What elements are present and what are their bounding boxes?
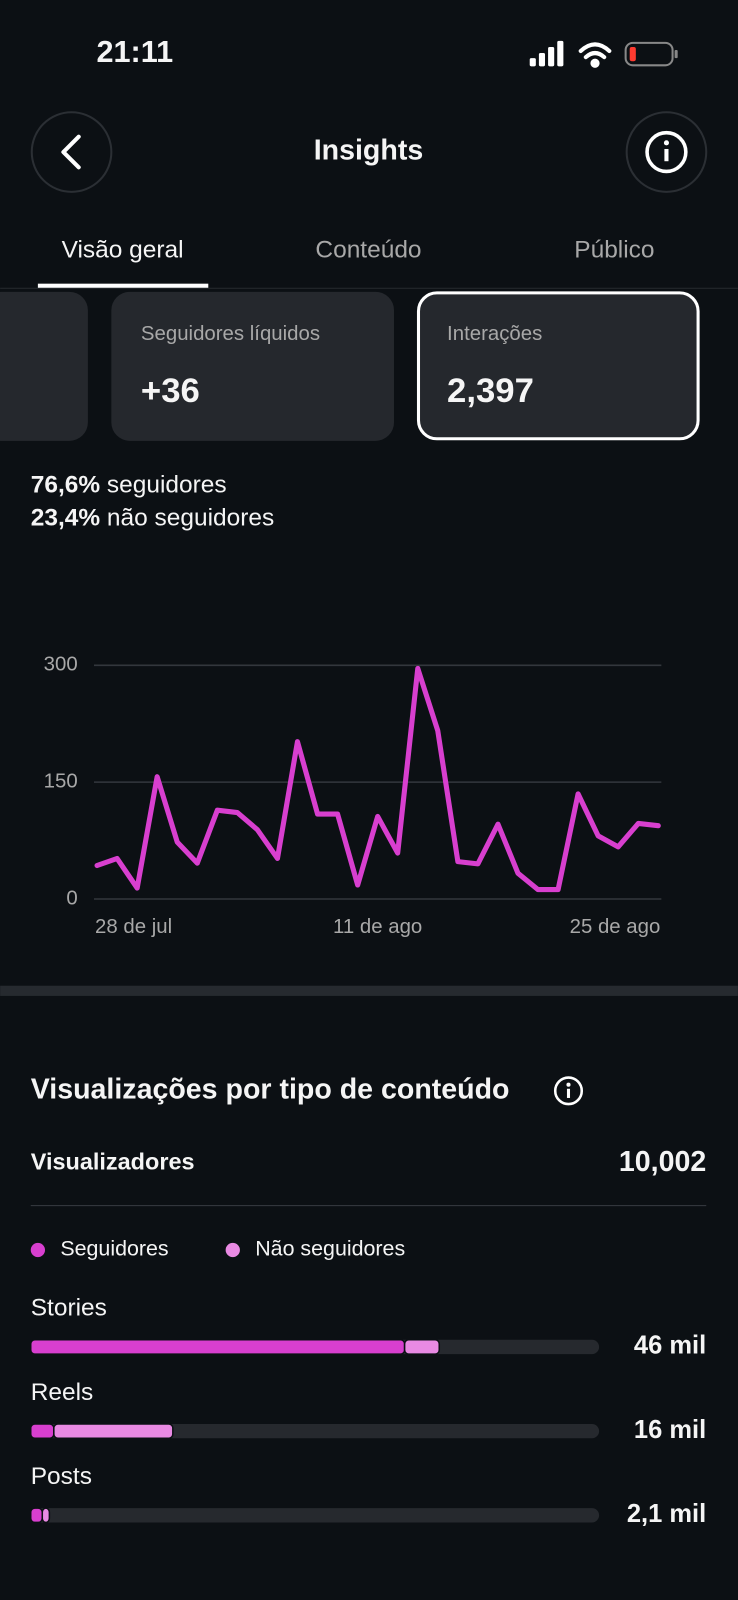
- divider: [30, 1205, 707, 1207]
- x-tick-label: 25 de ago: [570, 916, 661, 938]
- row-total: 2,1 mil: [627, 1500, 706, 1528]
- legend-label: Seguidores: [60, 1237, 168, 1261]
- section-divider: [0, 985, 738, 996]
- card-value: +36: [141, 372, 200, 410]
- stacked-bars: Seguidores Não seguidores Stories 46 mil Ree…: [29, 1237, 706, 1528]
- split-label: seguidores: [107, 472, 227, 499]
- y-tick-label: 150: [44, 771, 78, 793]
- y-tick-label: 0: [66, 887, 77, 909]
- metric-card[interactable]: Interações 2,397: [416, 291, 700, 441]
- legend-label: Não seguidores: [255, 1237, 405, 1261]
- tab-indicator: [37, 283, 209, 288]
- tab[interactable]: Público: [574, 236, 654, 263]
- x-tick-label: 11 de ago: [333, 916, 422, 938]
- card-label: Seguidores líquidos: [141, 323, 320, 345]
- line-chart: 0 150 300 28 de jul 11 de ago 25 de ago: [44, 654, 662, 938]
- row-label: Stories: [31, 1295, 107, 1322]
- row-total: 16 mil: [634, 1416, 706, 1444]
- info-icon[interactable]: [553, 1076, 584, 1106]
- tab-divider: [0, 287, 738, 289]
- wifi-icon: [578, 42, 612, 68]
- row-total: 46 mil: [634, 1332, 706, 1360]
- split-line: 23,4% não seguidores: [31, 505, 275, 532]
- metric-card[interactable]: [0, 291, 88, 441]
- bar-segment: [403, 1339, 441, 1355]
- page-title: Insights: [314, 135, 424, 167]
- total-value: 10,002: [619, 1146, 706, 1178]
- tab[interactable]: Visão geral: [62, 236, 184, 263]
- clock: 21:11: [97, 35, 174, 69]
- split-line: 76,6% seguidores: [31, 472, 227, 499]
- data-line: [94, 665, 661, 893]
- bar-segment: [41, 1507, 51, 1524]
- split-percent: 76,6%: [31, 472, 101, 499]
- signal-icon: [529, 40, 564, 67]
- metric-card[interactable]: Seguidores líquidos +36: [111, 291, 395, 441]
- tab[interactable]: Conteúdo: [315, 236, 421, 263]
- legend-swatch: [225, 1242, 240, 1258]
- bar-segment: [29, 1339, 406, 1355]
- legend-swatch: [30, 1242, 46, 1258]
- back-button[interactable]: [30, 111, 113, 193]
- bar-track: [30, 1508, 600, 1523]
- card-value: 2,397: [447, 372, 534, 410]
- bar-segment: [53, 1423, 174, 1440]
- bar-segment: [29, 1423, 55, 1440]
- section-title: Visualizações por tipo de conteúdo: [31, 1073, 510, 1105]
- split-percent: 23,4%: [31, 505, 101, 532]
- row-label: Reels: [31, 1379, 94, 1406]
- card-label: Interações: [447, 323, 542, 345]
- bar-segment: [29, 1507, 44, 1524]
- split-label: não seguidores: [107, 505, 274, 532]
- y-tick-label: 300: [44, 654, 78, 676]
- total-label: Visualizadores: [31, 1148, 195, 1174]
- row-label: Posts: [31, 1463, 92, 1490]
- x-tick-label: 28 de jul: [95, 916, 172, 938]
- battery-icon: [624, 41, 678, 67]
- info-button[interactable]: [625, 111, 708, 193]
